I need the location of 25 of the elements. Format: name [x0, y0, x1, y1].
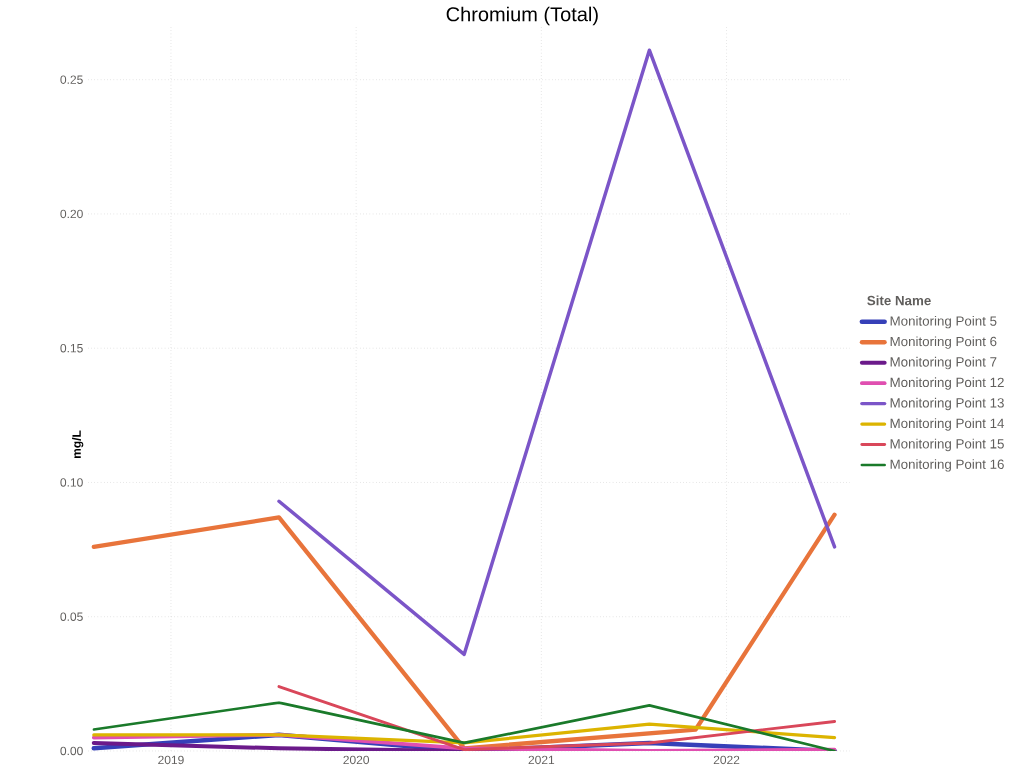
x-tick-label: 2021 [528, 755, 555, 765]
legend-label: Monitoring Point 6 [890, 336, 997, 349]
chart-title: Chromium (Total) [446, 6, 598, 26]
y-axis-title: mg/L [72, 430, 84, 459]
line-series [92, 701, 836, 751]
y-tick-label: 0.15 [60, 343, 83, 353]
y-tick-label: 0.25 [60, 75, 83, 84]
legend-title: Site Name [867, 295, 931, 306]
line-series [92, 722, 837, 745]
line-series [277, 685, 837, 751]
x-tick-label: 2020 [343, 755, 370, 765]
legend-label: Monitoring Point 12 [890, 377, 1004, 390]
line-series [277, 48, 837, 657]
y-tick-label: 0.00 [60, 746, 83, 756]
legend-label: Monitoring Point 14 [890, 418, 1005, 431]
legend-label: Monitoring Point 15 [890, 438, 1004, 452]
legend-label: Monitoring Point 5 [890, 315, 997, 329]
legend-label: Monitoring Point 7 [890, 356, 997, 370]
legend-label: Monitoring Point 16 [890, 459, 1004, 472]
legend-label: Monitoring Point 13 [890, 397, 1004, 411]
y-tick-label: 0.10 [60, 478, 83, 487]
y-tick-label: 0.05 [60, 612, 83, 621]
y-tick-label: 0.20 [60, 209, 83, 219]
x-tick-label: 2019 [158, 755, 184, 765]
x-tick-label: 2022 [713, 755, 740, 765]
